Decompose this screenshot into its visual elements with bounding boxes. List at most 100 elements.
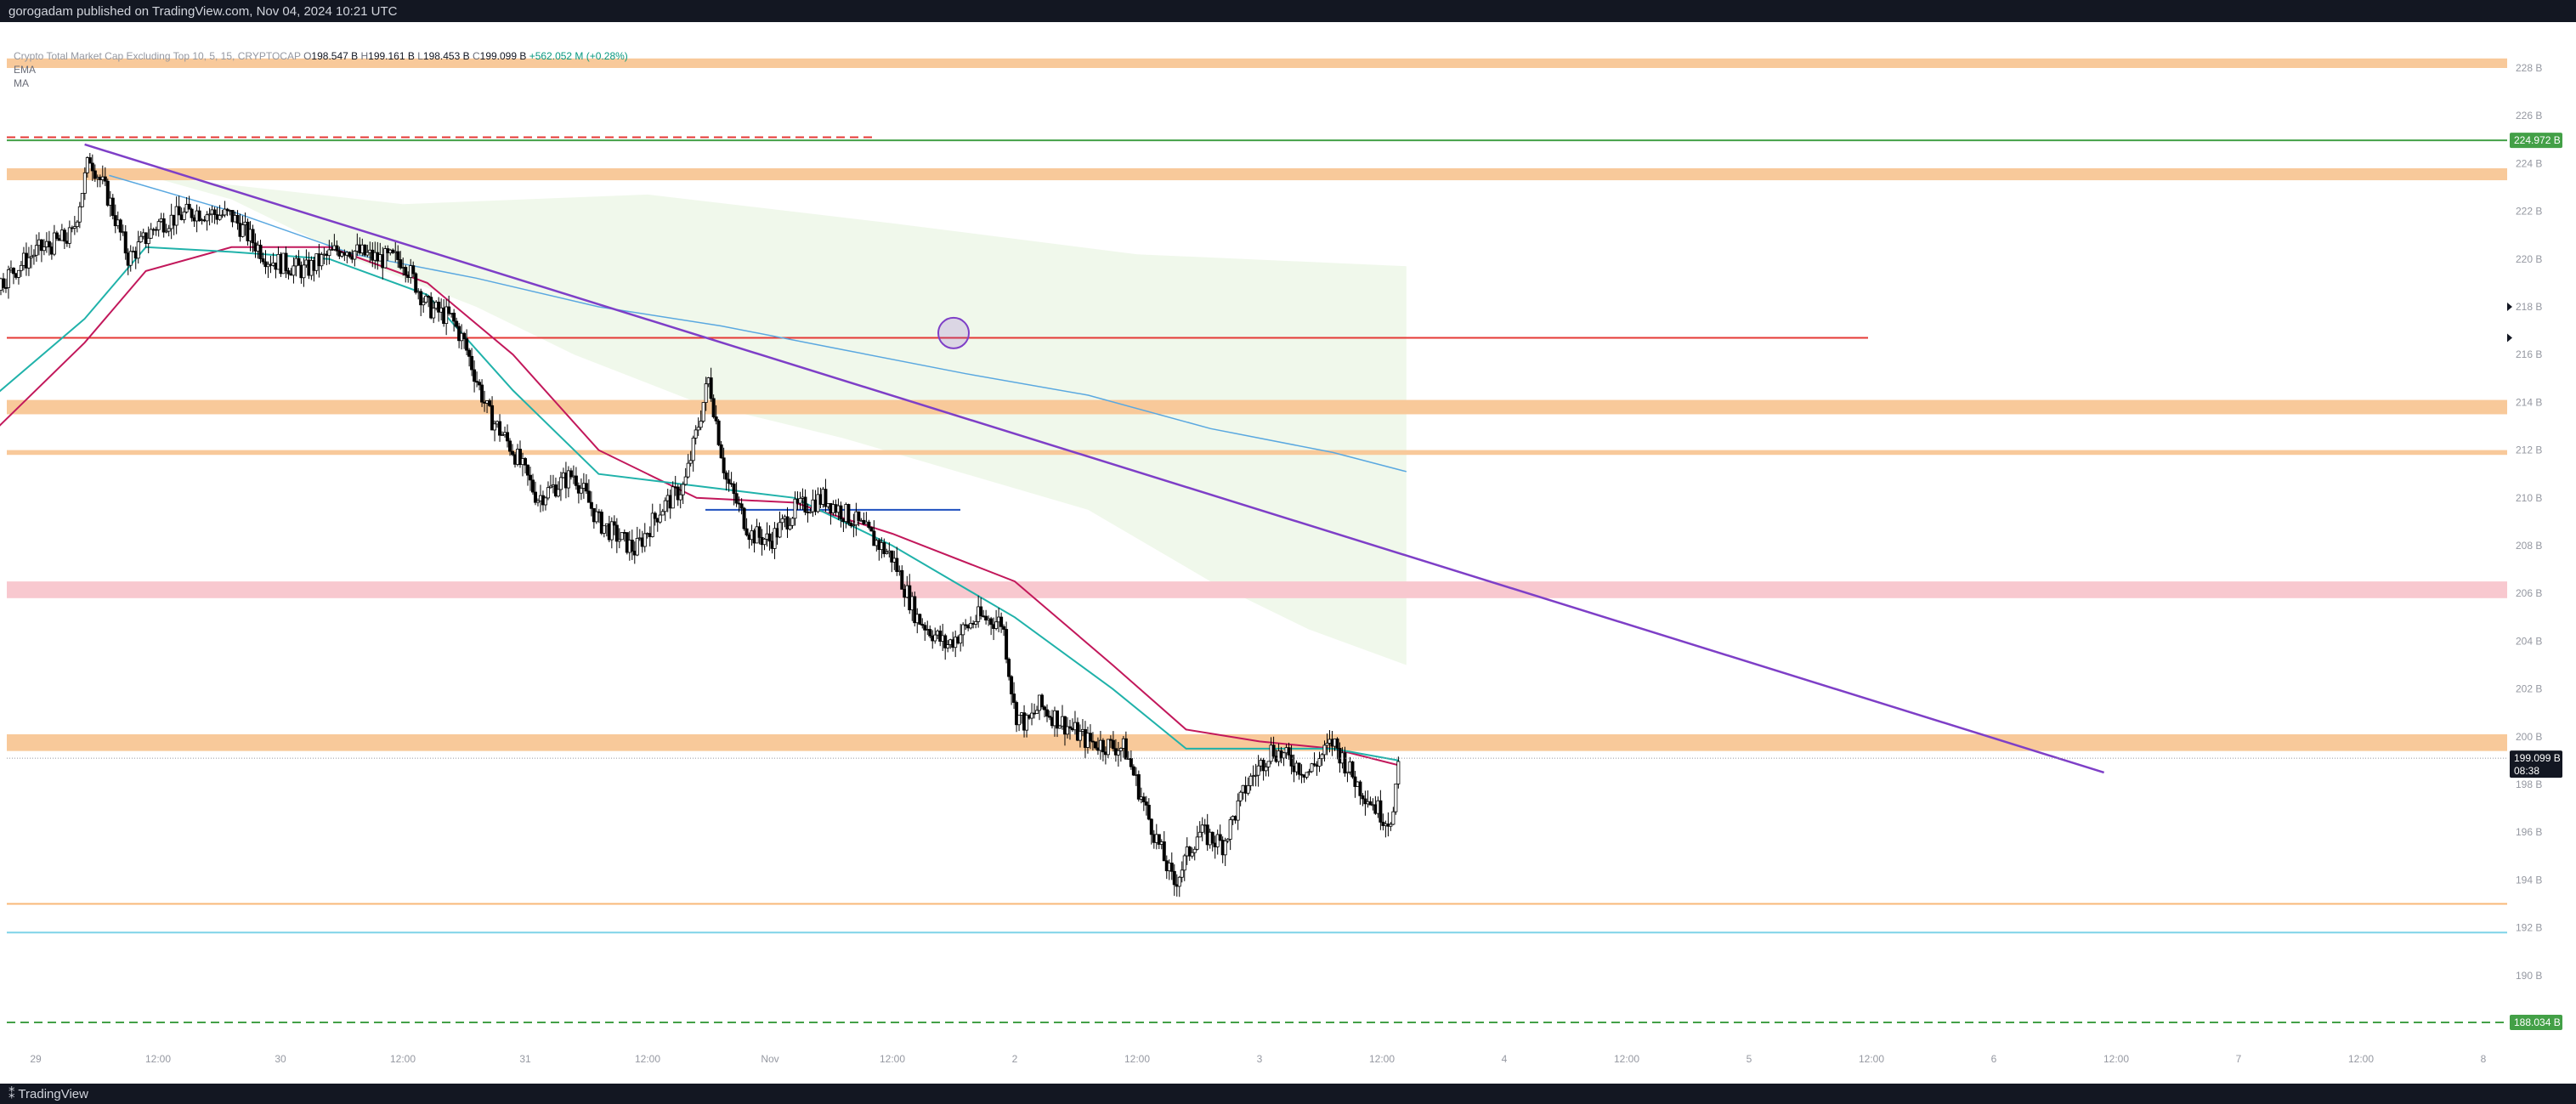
y-tick-label: 202 B [2516,683,2542,695]
candle-body [1238,791,1243,801]
candle-body [174,206,178,226]
candle-body [1180,869,1184,878]
x-tick-label: 12:00 [1614,1053,1639,1065]
candle-body [533,491,537,503]
candle-body [1157,834,1161,845]
candle-body [709,377,713,399]
candle-body [739,503,744,509]
candle-body [671,486,675,509]
candle-body [890,550,894,563]
downtrend-line [84,143,2104,774]
candle-body [1190,852,1194,857]
candles [0,153,1401,897]
x-tick-label: 12:00 [1859,1053,1884,1065]
candle-body [105,180,110,206]
candle-body [1297,762,1301,775]
candle-body [1256,765,1260,776]
candle-body [1226,839,1230,841]
candle-body [524,458,528,466]
candle-body [798,497,802,504]
candle-body [734,493,739,504]
y-tick-label: 208 B [2516,540,2542,552]
candle-body [90,162,94,172]
candle-body [1396,761,1401,784]
zone-orange-224 [7,168,2507,181]
candle-body [42,246,46,252]
candle-body [3,287,8,289]
candle-body [658,514,662,523]
candle-body [688,460,693,464]
y-tick-label: 206 B [2516,587,2542,599]
candle-body [767,533,772,542]
candle-body [1172,870,1176,886]
candle-body [286,270,291,275]
candle-body [488,400,492,406]
legend-h-label: H [360,50,369,62]
candle-body [1177,876,1181,887]
tradingview-logo[interactable]: ⁑ TradingView [8,1087,88,1101]
candle-body [790,518,795,526]
candle-body [1215,834,1220,847]
zone-orange-212 [7,450,2507,456]
candle-body [676,486,680,501]
candle-body [653,512,657,519]
candle-body [31,254,36,258]
chart-area[interactable]: 228 B 226 B 224 B 222 B 220 B 218 B 216 B 214 B… [0,22,2576,1084]
candle-body [225,208,229,212]
candle-body [1197,831,1202,838]
candle-body [187,203,191,210]
candle-body [1394,784,1398,812]
candle-body [869,527,874,532]
candle-body [566,470,570,489]
candle-body [348,252,352,258]
candle-body [205,214,209,222]
candle-body [719,444,723,459]
candle-body [88,157,92,164]
legend-ohlc-row: Crypto Total Market Cap Excluding Top 10… [14,49,628,63]
x-tick-label: 12:00 [880,1053,905,1065]
x-tick-label: 12:00 [1369,1053,1395,1065]
y-tick-label: 210 B [2516,492,2542,504]
chart-canvas[interactable]: 228 B 226 B 224 B 222 B 220 B 218 B 216 B 214 B… [0,22,2576,1084]
candle-body [1055,710,1059,729]
candle-body [724,473,728,480]
candle-body [452,312,456,322]
candle-body [650,512,654,537]
candle-body [26,257,31,269]
candle-body [1368,801,1373,806]
candle-body [1361,795,1365,800]
candle-body [635,537,639,556]
candle-body [1248,775,1253,786]
candle-body [617,539,621,542]
candle-body [1254,774,1258,777]
candle-body [630,540,634,552]
candle-body [1236,800,1240,821]
candle-body [716,420,721,445]
candle-body [773,528,777,549]
candle-body [683,476,688,485]
candle-body [1136,773,1141,800]
y-tick-label: 204 B [2516,635,2542,647]
candle-body [1162,841,1166,862]
green-dashed-level-label: 188.034 B [2514,1016,2561,1028]
legend-symbol: Crypto Total Market Cap Excluding Top 10… [14,50,301,62]
candle-body [292,265,296,276]
candle-body [1264,766,1268,772]
candle-body [1017,715,1022,726]
candle-body [123,231,127,254]
candle-body [1048,716,1052,718]
y-tick-label: 218 B [2516,301,2542,313]
y-tick-label: 226 B [2516,110,2542,122]
candle-body [103,176,107,182]
candle-body [1192,848,1197,853]
candle-body [82,172,87,194]
candle-body [498,421,502,436]
legend-indicator-ma[interactable]: MA [14,77,29,89]
candle-body [867,521,871,529]
candle-body [72,226,76,229]
candle-body [422,302,426,306]
green-level-label-bg [2510,133,2562,149]
footer-bar: ⁑ TradingView [0,1084,2576,1104]
legend-indicator-ema[interactable]: EMA [14,64,37,76]
candle-body [785,516,790,530]
